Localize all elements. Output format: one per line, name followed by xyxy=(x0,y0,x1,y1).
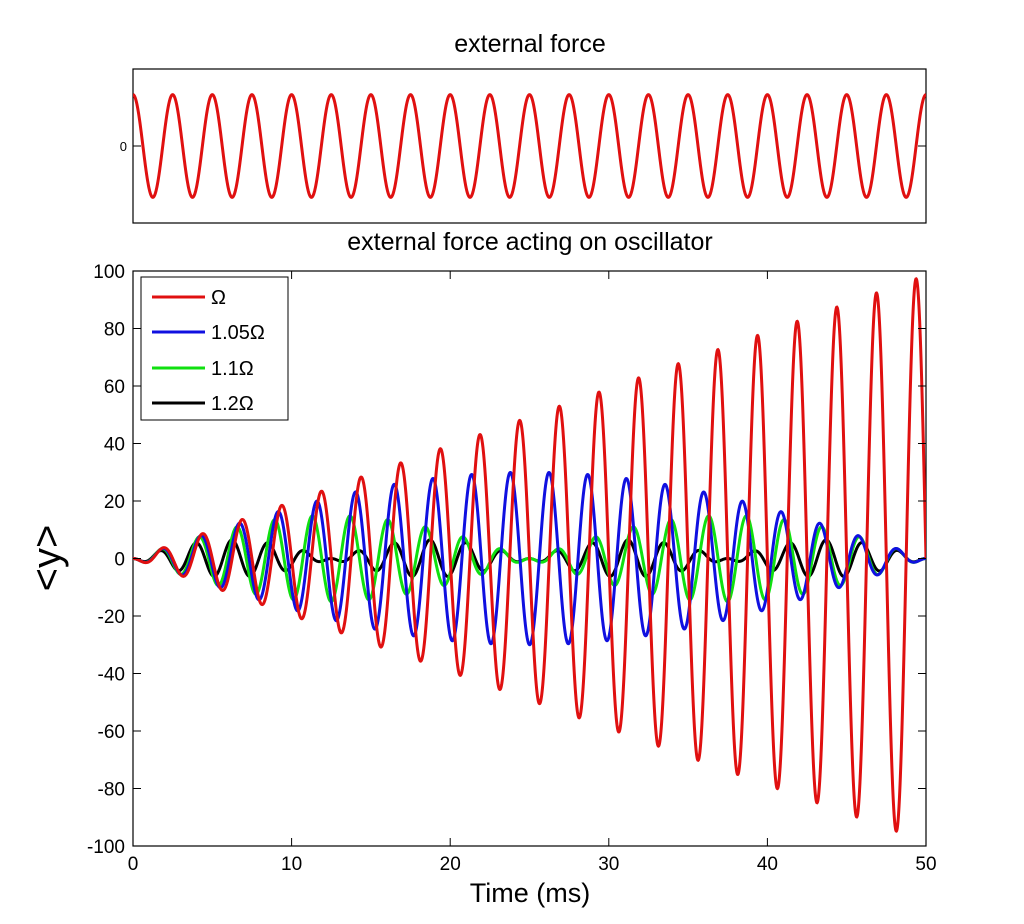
x-tick-label: 40 xyxy=(757,854,778,875)
legend-item: 1.1Ω xyxy=(152,358,254,380)
y-tick-label: -100 xyxy=(87,837,125,858)
x-axis-label: Time (ms) xyxy=(470,878,590,908)
y-tick-label: 80 xyxy=(104,320,125,341)
y-tick-label: 20 xyxy=(104,492,125,513)
top-chart-title: external force xyxy=(454,30,605,58)
y-tick-label: -20 xyxy=(98,607,125,628)
series-line-2 xyxy=(133,470,926,647)
legend-label: Ω xyxy=(211,287,226,309)
legend-box xyxy=(140,276,289,421)
legend-item: 1.2Ω xyxy=(152,393,254,415)
legend-label: 1.05Ω xyxy=(211,322,265,344)
y-tick-label: 100 xyxy=(93,262,125,283)
top-chart-plot-area xyxy=(132,68,927,224)
top-chart-series xyxy=(133,93,926,199)
x-tick-label: 10 xyxy=(281,854,302,875)
legend-item: 1.05Ω xyxy=(152,322,265,344)
x-tick-label: 50 xyxy=(915,854,936,875)
top-series-line xyxy=(133,93,926,199)
legend-label: 1.2Ω xyxy=(211,393,254,415)
legend-label: 1.1Ω xyxy=(211,358,254,380)
x-tick-label: 0 xyxy=(128,854,139,875)
top-y-tick-label: 0 xyxy=(120,139,127,154)
y-tick-label: 40 xyxy=(104,435,125,456)
legend: Ω 1.05Ω 1.1Ω 1.2Ω xyxy=(140,276,289,421)
main-chart-y-ticks: -100 -80 -60 -40 -20 0 20 40 60 80 100 xyxy=(87,262,926,858)
legend-item: Ω xyxy=(152,287,226,309)
y-tick-label: -60 xyxy=(98,722,125,743)
main-chart-title: external force acting on oscillator xyxy=(347,228,712,256)
y-tick-label: -80 xyxy=(98,780,125,801)
main-chart: external force acting on oscillator 0 10 2… xyxy=(25,228,937,908)
main-chart-x-ticks: 0 10 20 30 40 50 xyxy=(128,271,937,875)
y-tick-label: 0 xyxy=(114,550,125,571)
y-tick-label: -40 xyxy=(98,665,125,686)
x-tick-label: 30 xyxy=(598,854,619,875)
series-line-1 xyxy=(133,277,926,833)
main-chart-series xyxy=(133,277,926,833)
top-chart: external force 0 xyxy=(120,30,927,224)
y-tick-label: 60 xyxy=(104,377,125,398)
top-chart-y-ticks: 0 xyxy=(120,139,926,154)
x-tick-label: 20 xyxy=(440,854,461,875)
y-axis-label: <y> xyxy=(25,525,69,592)
